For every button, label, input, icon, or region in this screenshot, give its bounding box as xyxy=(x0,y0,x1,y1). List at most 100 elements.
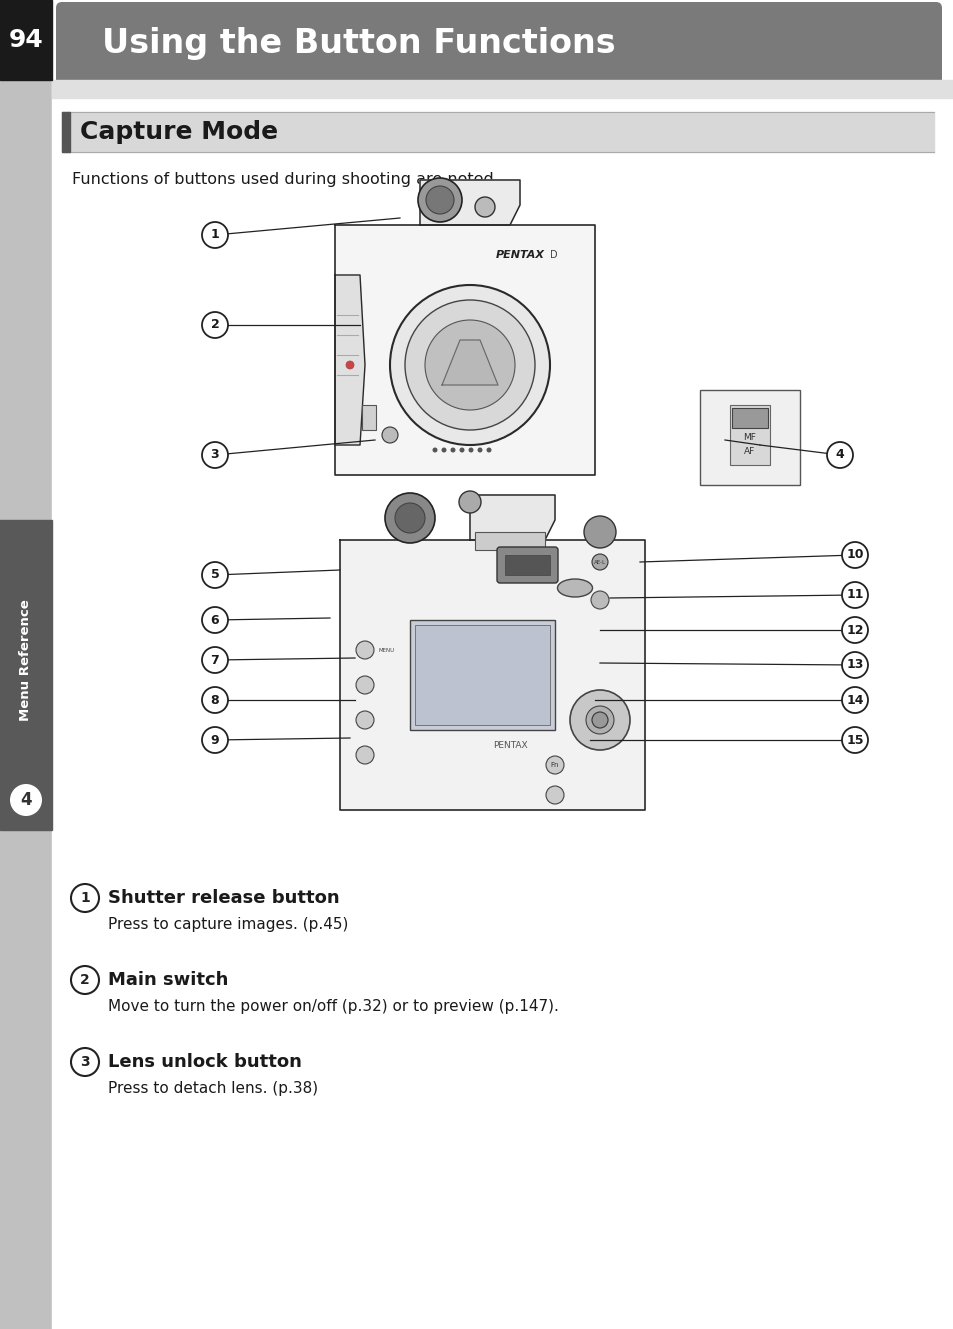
Bar xyxy=(62,112,933,152)
Circle shape xyxy=(10,784,42,816)
Circle shape xyxy=(417,178,461,222)
Text: 3: 3 xyxy=(211,448,219,461)
Circle shape xyxy=(826,443,852,468)
Circle shape xyxy=(477,448,482,452)
Text: 1: 1 xyxy=(211,229,219,242)
Ellipse shape xyxy=(557,579,592,597)
Text: Shutter release button: Shutter release button xyxy=(108,889,339,906)
Text: 9: 9 xyxy=(211,734,219,747)
Circle shape xyxy=(346,361,354,369)
Polygon shape xyxy=(419,179,519,225)
Bar xyxy=(62,112,70,152)
Circle shape xyxy=(459,448,464,452)
Circle shape xyxy=(441,448,446,452)
Text: MENU: MENU xyxy=(378,647,395,653)
Text: PENTAX: PENTAX xyxy=(496,250,544,260)
Circle shape xyxy=(486,448,491,452)
Circle shape xyxy=(385,493,435,544)
Circle shape xyxy=(390,284,550,445)
Text: 8: 8 xyxy=(211,694,219,707)
Circle shape xyxy=(202,647,228,672)
Text: Press to detach lens. (p.38): Press to detach lens. (p.38) xyxy=(108,1080,317,1095)
Bar xyxy=(0,0,52,80)
Text: 3: 3 xyxy=(80,1055,90,1069)
Text: MF: MF xyxy=(742,433,756,443)
Circle shape xyxy=(71,884,99,912)
Circle shape xyxy=(545,785,563,804)
Circle shape xyxy=(841,617,867,643)
Circle shape xyxy=(202,562,228,587)
Bar xyxy=(475,532,544,550)
Bar xyxy=(729,405,769,465)
Circle shape xyxy=(71,1049,99,1076)
Circle shape xyxy=(426,186,454,214)
Text: AE-L: AE-L xyxy=(594,560,605,565)
Circle shape xyxy=(545,756,563,773)
Circle shape xyxy=(381,427,397,443)
Circle shape xyxy=(202,222,228,249)
Polygon shape xyxy=(470,494,555,540)
Circle shape xyxy=(202,727,228,754)
Circle shape xyxy=(355,711,374,730)
Bar xyxy=(52,80,953,98)
Text: 4: 4 xyxy=(835,448,843,461)
Circle shape xyxy=(841,653,867,678)
Circle shape xyxy=(450,448,455,452)
Text: 7: 7 xyxy=(211,654,219,667)
Text: Lens unlock button: Lens unlock button xyxy=(108,1053,301,1071)
Polygon shape xyxy=(441,340,497,385)
FancyBboxPatch shape xyxy=(497,548,558,583)
Circle shape xyxy=(592,554,607,570)
Text: 11: 11 xyxy=(845,589,862,602)
Text: 14: 14 xyxy=(845,694,862,707)
Circle shape xyxy=(841,542,867,567)
Text: Press to capture images. (p.45): Press to capture images. (p.45) xyxy=(108,917,348,932)
Polygon shape xyxy=(339,540,644,809)
Circle shape xyxy=(475,197,495,217)
Text: 6: 6 xyxy=(211,614,219,626)
Text: 2: 2 xyxy=(211,319,219,331)
Circle shape xyxy=(841,727,867,754)
Bar xyxy=(0,0,52,1329)
Bar xyxy=(410,621,555,730)
Circle shape xyxy=(202,607,228,633)
Text: Move to turn the power on/off (p.32) or to preview (p.147).: Move to turn the power on/off (p.32) or … xyxy=(108,998,558,1014)
Text: 10: 10 xyxy=(845,549,862,561)
Circle shape xyxy=(841,582,867,607)
Polygon shape xyxy=(335,275,365,445)
Bar xyxy=(415,625,550,726)
Circle shape xyxy=(458,490,480,513)
Circle shape xyxy=(355,676,374,694)
Circle shape xyxy=(355,641,374,659)
Circle shape xyxy=(592,712,607,728)
Text: Fn: Fn xyxy=(550,762,558,768)
Circle shape xyxy=(585,706,614,734)
Text: PENTAX: PENTAX xyxy=(492,740,527,750)
Text: 1: 1 xyxy=(80,890,90,905)
Circle shape xyxy=(405,300,535,431)
Text: Menu Reference: Menu Reference xyxy=(19,599,32,720)
Circle shape xyxy=(71,966,99,994)
Text: D: D xyxy=(550,250,558,260)
Text: 15: 15 xyxy=(845,734,862,747)
Text: 12: 12 xyxy=(845,623,862,637)
Polygon shape xyxy=(335,225,595,474)
Circle shape xyxy=(202,312,228,338)
Circle shape xyxy=(355,746,374,764)
Circle shape xyxy=(432,448,437,452)
Text: Main switch: Main switch xyxy=(108,971,228,989)
Circle shape xyxy=(202,687,228,712)
Text: Capture Mode: Capture Mode xyxy=(80,120,278,144)
Bar xyxy=(731,408,767,428)
FancyBboxPatch shape xyxy=(56,3,941,86)
Circle shape xyxy=(590,591,608,609)
Bar xyxy=(0,520,52,831)
Bar xyxy=(700,389,800,485)
Text: 4: 4 xyxy=(20,791,31,809)
Text: 2: 2 xyxy=(80,973,90,987)
Text: Functions of buttons used during shooting are noted.: Functions of buttons used during shootin… xyxy=(71,171,498,187)
Circle shape xyxy=(569,690,629,750)
Circle shape xyxy=(841,687,867,712)
Circle shape xyxy=(424,320,515,411)
Text: Using the Button Functions: Using the Button Functions xyxy=(102,28,615,61)
